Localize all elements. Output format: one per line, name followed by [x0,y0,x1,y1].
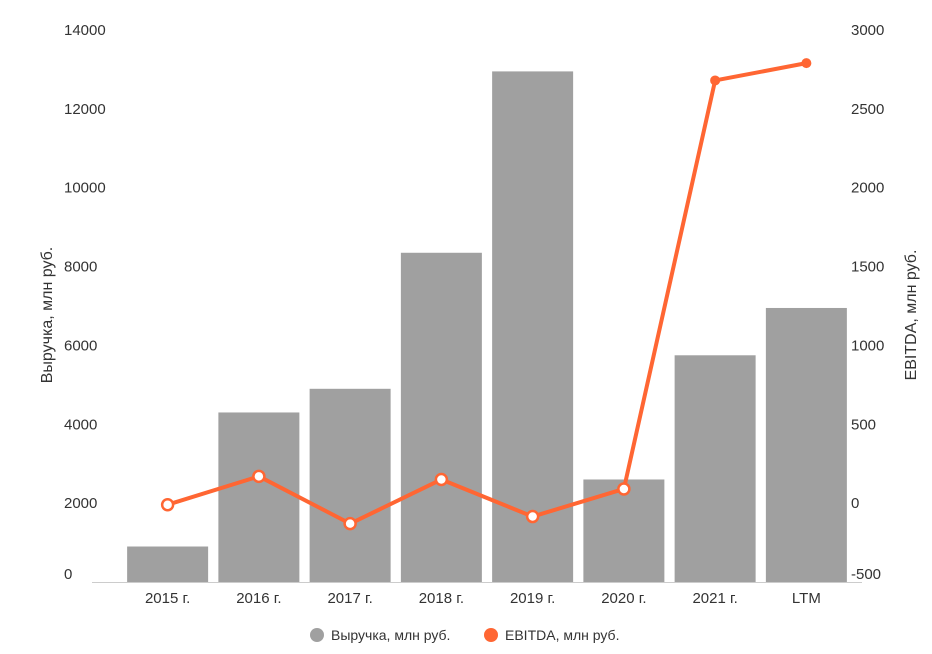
ebitda-point-2 [343,516,357,531]
legend-ebitda-label: EBITDA, млн руб. [505,627,619,643]
y2-tick-label: 0 [851,495,859,512]
y2-tick-label: -500 [851,566,881,583]
right-axis-title: EBITDA, млн руб. [903,250,920,381]
x-tick-label: 2017 г. [327,590,372,607]
y-tick-label: 12000 [64,101,106,118]
bar-4 [492,71,574,583]
ebitda-line [165,61,809,526]
legend-revenue-label: Выручка, млн руб. [331,627,450,643]
ebitda-point-7 [801,58,812,69]
legend: Выручка, млн руб. EBITDA, млн руб. [310,627,619,643]
y2-tick-label: 2000 [851,180,884,197]
y2-tick-label: 1500 [851,259,884,276]
x-tick-label: 2020 г. [601,590,646,607]
bar-3 [400,252,482,582]
ebitda-point-4 [525,509,540,524]
bar-2 [309,388,391,582]
ebitda-point-3 [434,472,449,487]
x-tick-label: 2019 г. [510,590,555,607]
legend-ebitda-swatch [484,628,498,642]
x-tick-label: LTM [792,590,821,607]
ebitda-point-6 [710,75,721,86]
x-tick-label: 2015 г. [145,590,190,607]
y-tick-label: 4000 [64,416,97,433]
y-tick-label: 8000 [64,259,97,276]
revenue-bars [127,71,847,583]
y2-tick-label: 1000 [851,337,884,354]
bar-1 [218,412,300,582]
y2-tick-label: 500 [851,416,876,433]
bar-6 [674,355,756,582]
category-axis-ticks: 2015 г. 2016 г. 2017 г. 2018 г. 2019 г. 2020 … [145,590,821,607]
x-tick-label: 2016 г. [236,590,281,607]
ebitda-point-1 [252,469,266,484]
left-axis-ticks: 0 2000 4000 6000 8000 10000 12000 14000 [64,22,106,583]
y-tick-label: 2000 [64,495,97,512]
y2-tick-label: 2500 [851,101,884,118]
y-tick-label: 14000 [64,22,106,39]
y2-tick-label: 3000 [851,22,884,39]
y-tick-label: 0 [64,566,72,583]
ebitda-point-5 [617,482,631,496]
bar-0 [127,546,209,582]
x-tick-label: 2021 г. [692,590,737,607]
y-tick-label: 6000 [64,337,97,354]
right-axis-ticks: -500 0 500 1000 1500 2000 2500 3000 [851,22,884,583]
left-axis-title: Выручка, млн руб. [39,247,56,384]
bar-7 [765,307,847,582]
ebitda-line-layer [160,58,812,531]
ebitda-point-0 [160,497,175,512]
legend-revenue-swatch [310,628,324,642]
x-tick-label: 2018 г. [419,590,464,607]
y-tick-label: 10000 [64,180,106,197]
